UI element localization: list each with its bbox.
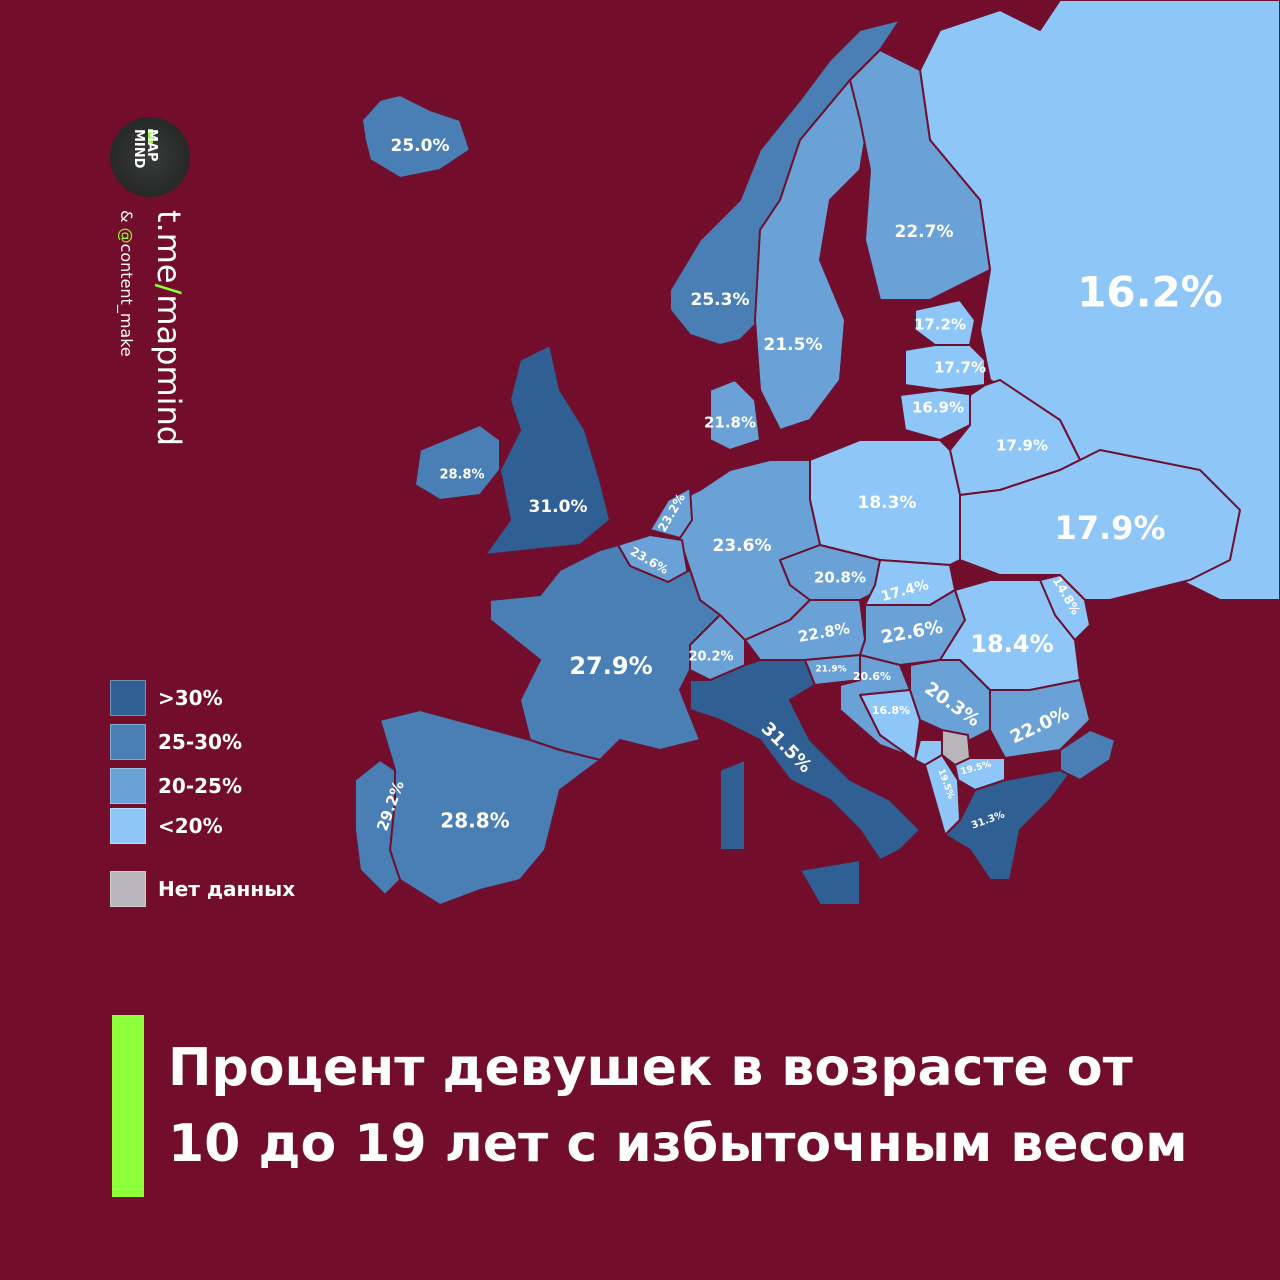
legend-item-20-25: 20-25% xyxy=(110,768,242,804)
region-latvia xyxy=(904,344,986,391)
channel-prefix: t.me xyxy=(150,210,188,284)
region-switzerland xyxy=(689,614,746,681)
region-ireland xyxy=(414,424,501,501)
region-bulgaria xyxy=(989,679,1091,759)
region-uk xyxy=(484,344,611,556)
legend-swatch xyxy=(110,724,146,760)
legend-label: 20-25% xyxy=(158,774,243,798)
region-iceland xyxy=(361,94,471,179)
label-france: 27.9% xyxy=(569,652,652,680)
channel-link[interactable]: t.me/mapmind xyxy=(150,210,188,446)
legend-swatch xyxy=(110,680,146,716)
region-bosnia xyxy=(859,689,921,761)
legend-label: 25-30% xyxy=(158,730,243,754)
map-regions xyxy=(354,0,1280,906)
legend-label: >30% xyxy=(158,686,223,710)
label-russia: 16.2% xyxy=(1077,268,1223,317)
label-lithuania: 16.9% xyxy=(912,399,964,417)
region-portugal xyxy=(354,759,401,896)
label-estonia: 17.2% xyxy=(914,316,966,334)
region-russia xyxy=(919,0,1280,601)
legend-label: Нет данных xyxy=(158,877,296,901)
credit-prefix: & xyxy=(117,210,136,228)
label-iceland: 25.0% xyxy=(391,136,450,156)
label-slovenia: 21.9% xyxy=(815,665,846,675)
channel-slash: / xyxy=(150,283,188,295)
label-switzerland: 20.2% xyxy=(688,650,733,665)
region-denmark xyxy=(709,379,761,451)
title-line-2: 10 до 19 лет с избыточным весом xyxy=(168,1114,1188,1174)
label-spain: 28.8% xyxy=(440,809,509,833)
mapmind-logo: MAP MIND xyxy=(110,117,190,197)
logo-accent-bar xyxy=(148,129,153,143)
label-uk: 31.0% xyxy=(529,497,588,517)
label-belarus: 17.9% xyxy=(996,437,1048,455)
label-finland: 22.7% xyxy=(895,222,954,242)
region-finland xyxy=(849,49,991,301)
legend-swatch xyxy=(110,768,146,804)
legend-item-under-20: <20% xyxy=(110,808,223,844)
label-latvia: 17.7% xyxy=(934,359,986,377)
label-czechia: 20.8% xyxy=(814,569,866,587)
region-sweden xyxy=(754,79,871,431)
region-turkey-europe xyxy=(1059,729,1116,781)
label-romania: 18.4% xyxy=(970,630,1053,658)
label-bosnia: 16.8% xyxy=(872,704,910,717)
legend-swatch xyxy=(110,871,146,907)
title-line-1: Процент девушек в возрасте от xyxy=(168,1038,1133,1098)
label-poland: 18.3% xyxy=(858,493,917,513)
label-ireland: 28.8% xyxy=(439,468,484,483)
label-sweden: 21.5% xyxy=(764,335,823,355)
credit-name: content_make xyxy=(117,243,136,357)
label-germany: 23.6% xyxy=(713,536,772,556)
label-ukraine: 17.9% xyxy=(1054,509,1165,547)
credit-at: @ xyxy=(117,227,136,244)
region-greece xyxy=(944,759,1081,881)
channel-name: mapmind xyxy=(150,294,188,447)
logo-text: MAP MIND xyxy=(131,129,159,169)
label-denmark: 21.8% xyxy=(704,414,756,432)
label-croatia: 20.6% xyxy=(853,670,891,683)
legend-swatch xyxy=(110,808,146,844)
region-italy-sardinia xyxy=(719,759,746,851)
region-moldova xyxy=(1039,574,1091,641)
legend-item-over-30: >30% xyxy=(110,680,223,716)
credit-text: & @content_make xyxy=(117,210,136,357)
legend-item-no-data: Нет данных xyxy=(110,871,295,907)
region-italy-sicily xyxy=(799,859,861,906)
legend-item-25-30: 25-30% xyxy=(110,724,242,760)
label-norway: 25.3% xyxy=(691,290,750,310)
region-netherlands xyxy=(649,487,693,539)
page-title: Процент девушек в возрасте от 10 до 19 л… xyxy=(168,1030,1188,1182)
legend-label: <20% xyxy=(158,814,223,838)
title-accent-bar xyxy=(112,1015,144,1197)
region-ukraine xyxy=(959,449,1241,601)
